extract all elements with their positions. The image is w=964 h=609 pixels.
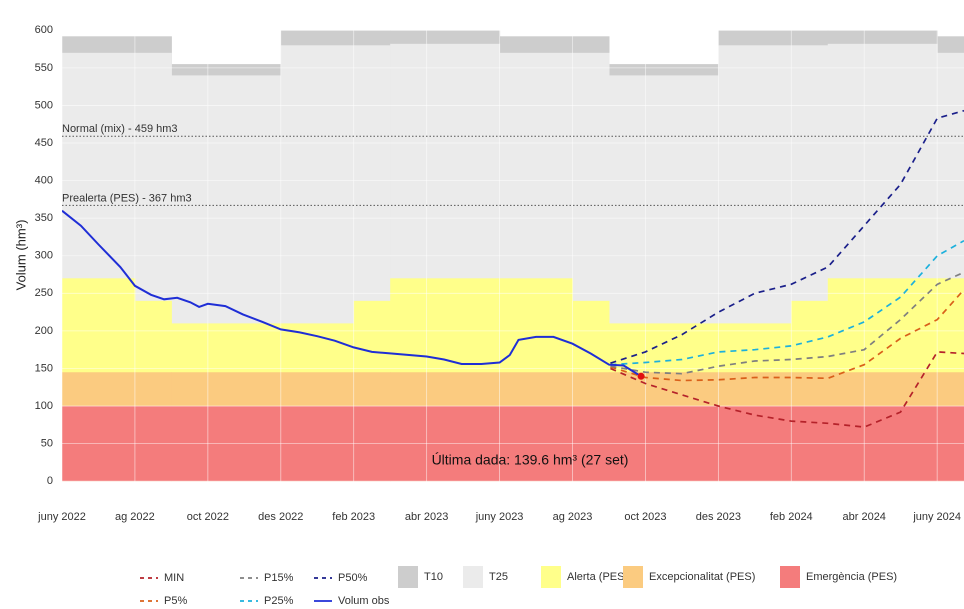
legend-swatch	[780, 566, 800, 588]
legend-label: T25	[489, 571, 508, 583]
x-tick-label: juny 2024	[912, 511, 961, 523]
legend-label: P5%	[164, 595, 187, 607]
y-axis-label: Volum (hm³)	[13, 220, 28, 291]
y-tick-label: 600	[35, 24, 53, 36]
x-tick-label: des 2022	[258, 511, 303, 523]
y-tick-label: 400	[35, 175, 53, 187]
y-tick-label: 0	[47, 475, 53, 487]
legend-label: P50%	[338, 572, 368, 584]
x-tick-label: juny 2023	[475, 511, 524, 523]
series-line	[62, 209, 642, 378]
series-line	[610, 351, 964, 428]
legend-label: T10	[424, 571, 443, 583]
legend-label: Excepcionalitat (PES)	[649, 571, 755, 583]
last-point	[637, 372, 645, 380]
reference-label: Prealerta (PES) - 367 hm3	[62, 192, 192, 204]
y-tick-label: 300	[35, 250, 53, 262]
y-tick-label: 250	[35, 287, 53, 299]
series-line	[610, 109, 964, 365]
legend-swatch	[541, 566, 561, 588]
legend-label: Volum obs	[338, 595, 390, 607]
y-tick-label: 150	[35, 362, 53, 374]
y-tick-label: 100	[35, 400, 53, 412]
legend-swatch	[463, 566, 483, 588]
series-line	[610, 289, 964, 382]
series-line	[610, 239, 964, 366]
x-tick-label: ag 2023	[553, 511, 593, 523]
y-tick-label: 200	[35, 325, 53, 337]
axes: Normal (mix) - 459 hm3 Prealerta (PES) - …	[35, 24, 961, 607]
y-tick-label: 50	[41, 438, 53, 450]
y-tick-label: 500	[35, 99, 53, 111]
x-tick-label: feb 2024	[770, 511, 813, 523]
x-tick-label: abr 2024	[843, 511, 886, 523]
x-tick-label: oct 2023	[624, 511, 666, 523]
x-tick-label: juny 2022	[37, 511, 86, 523]
legend-swatch	[398, 566, 418, 588]
series-line	[610, 271, 964, 375]
annotation: Última dada: 139.6 hm³ (27 set)	[432, 452, 629, 468]
x-tick-label: oct 2022	[187, 511, 229, 523]
plot-area	[62, 10, 964, 500]
legend-label: P25%	[264, 595, 294, 607]
y-tick-label: 450	[35, 137, 53, 149]
reference-label: Normal (mix) - 459 hm3	[62, 123, 178, 135]
legend-label: Emergència (PES)	[806, 571, 897, 583]
legend-swatch	[623, 566, 643, 588]
legend-label: P15%	[264, 572, 294, 584]
legend-label: Alerta (PES)	[567, 571, 628, 583]
legend-label: MIN	[164, 572, 184, 584]
x-tick-label: ag 2022	[115, 511, 155, 523]
y-tick-label: 350	[35, 212, 53, 224]
x-tick-label: abr 2023	[405, 511, 448, 523]
x-tick-label: des 2023	[696, 511, 741, 523]
x-tick-label: feb 2023	[332, 511, 375, 523]
y-tick-label: 550	[35, 62, 53, 74]
